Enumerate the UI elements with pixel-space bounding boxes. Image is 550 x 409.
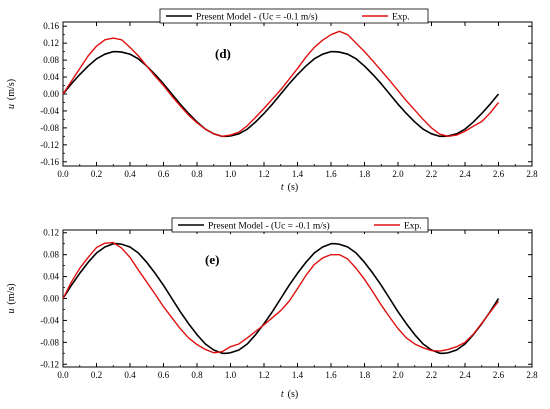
x-axis-variable: t	[281, 182, 284, 193]
series-line-present-model	[63, 50, 500, 138]
y-tick-label: -0.08	[40, 337, 59, 347]
x-tick-label: 0.0	[57, 169, 69, 179]
y-tick-label: -0.12	[40, 140, 59, 150]
y-tick-label: -0.12	[40, 359, 59, 369]
x-tick-label: 1.0	[225, 370, 237, 380]
x-axis-variable: t	[281, 389, 284, 400]
x-tick-label: 1.8	[359, 370, 371, 380]
y-tick-label: -0.04	[40, 315, 59, 325]
x-tick-label: 0.6	[158, 370, 170, 380]
plot-frame	[62, 21, 533, 167]
y-tick-label: 0.08	[43, 55, 59, 65]
x-axis-label: t (s)	[281, 384, 298, 401]
y-tick-label: -0.08	[40, 123, 59, 133]
series-line-exp	[63, 30, 500, 138]
y-tick-label: -0.04	[40, 106, 59, 116]
x-tick-label: 0.4	[124, 169, 136, 179]
x-tick-label: 2.6	[493, 169, 505, 179]
series-line-present-model	[63, 242, 500, 355]
legend: Present Model - (Uc = -0.1 m/s) Exp.	[171, 217, 429, 233]
x-tick-label: 2.6	[493, 370, 505, 380]
panel-label: (d)	[215, 46, 231, 61]
x-tick-label: 1.4	[292, 370, 304, 380]
x-tick-label: 2.8	[526, 370, 538, 380]
y-axis-variable: u	[6, 104, 17, 109]
y-tick-label: 0.04	[43, 272, 59, 282]
y-axis-label: u (m/s)	[1, 283, 18, 313]
x-tick-label: 2.2	[426, 370, 437, 380]
legend-label-present-model: Present Model - (Uc = -0.1 m/s)	[208, 221, 330, 232]
x-axis-unit: (s)	[288, 182, 299, 193]
x-tick-label: 2.8	[526, 169, 538, 179]
x-tick-label: 1.6	[325, 370, 337, 380]
x-tick-label: 1.2	[258, 370, 269, 380]
y-tick-label: 0.12	[43, 38, 59, 48]
y-axis-variable: u	[6, 309, 17, 314]
chart-panel-d: 0.0 0.2 0.4 0.6 0.8 1.0 1.2 1.4 1.6 1.8 2.0 2.2 2.4 2…	[1, 8, 538, 194]
legend-label-exp: Exp.	[392, 13, 410, 23]
x-tick-label: 0.2	[91, 169, 102, 179]
x-tick-label: 1.6	[325, 169, 337, 179]
y-axis-unit: (m/s)	[6, 283, 17, 304]
legend-label-present-model: Present Model - (Uc = -0.1 m/s)	[196, 12, 318, 23]
x-tick-label: 1.8	[359, 169, 371, 179]
y-tick-label: 0.12	[43, 228, 59, 238]
legend-box	[171, 217, 429, 233]
x-axis-unit: (s)	[288, 389, 299, 400]
x-tick-label: 0.0	[57, 370, 69, 380]
y-tick-label: 0.08	[43, 250, 59, 260]
y-tick-label: 0.00	[43, 89, 59, 99]
y-axis-label: u (m/s)	[1, 79, 18, 109]
x-tick-label: 2.4	[459, 169, 471, 179]
x-tick-label: 2.2	[426, 169, 437, 179]
panel-label: (e)	[205, 252, 219, 267]
x-tick-label: 0.4	[124, 370, 136, 380]
y-axis-unit: (m/s)	[6, 79, 17, 100]
x-tick-label: 0.8	[191, 169, 203, 179]
x-tick-label: 2.0	[392, 370, 404, 380]
x-tick-label: 2.4	[459, 370, 471, 380]
x-tick-label: 0.6	[158, 169, 170, 179]
chart-panel-e: 0.0 0.2 0.4 0.6 0.8 1.0 1.2 1.4 1.6 1.8 2.0 2.2 2.4 2…	[1, 217, 538, 401]
legend-box	[159, 8, 429, 24]
x-tick-label: 2.0	[392, 169, 404, 179]
series-line-exp	[63, 241, 500, 354]
x-tick-label: 1.2	[258, 169, 269, 179]
y-tick-label: -0.16	[40, 157, 59, 167]
x-tick-label: 1.4	[292, 169, 304, 179]
y-tick-label: 0.16	[43, 21, 59, 31]
x-tick-label: 0.8	[191, 370, 203, 380]
legend-label-exp: Exp.	[404, 222, 422, 232]
y-tick-label: 0.00	[43, 294, 59, 304]
y-tick-label: 0.04	[43, 72, 59, 82]
x-axis-label: t (s)	[281, 177, 298, 194]
legend: Present Model - (Uc = -0.1 m/s) Exp.	[159, 8, 429, 24]
x-tick-label: 1.0	[225, 169, 237, 179]
x-tick-label: 0.2	[91, 370, 102, 380]
